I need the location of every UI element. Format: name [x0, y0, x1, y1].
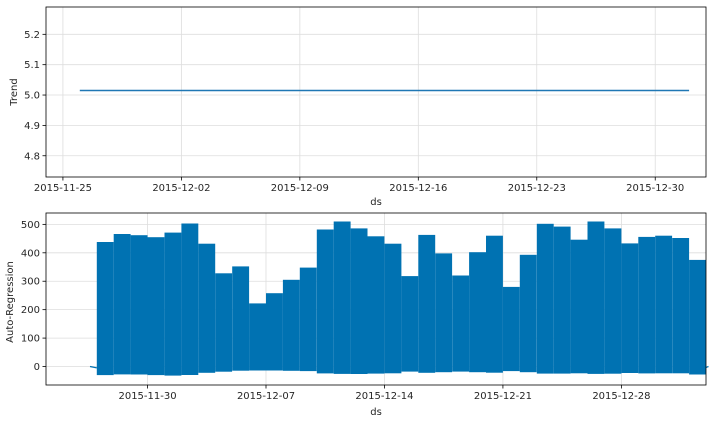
autoregression-day-block	[570, 239, 588, 374]
x-tick-label: 2015-12-28	[592, 391, 650, 402]
autoregression-day-block	[282, 279, 300, 371]
trend-plot-area	[46, 7, 706, 177]
autoregression-day-block	[672, 238, 690, 374]
y-tick-label: 5.2	[24, 30, 40, 41]
autoregression-day-block	[486, 235, 503, 373]
trend-y-axis-label: Trend	[9, 78, 20, 106]
autoregression-series	[89, 221, 709, 376]
y-tick-label: 500	[21, 220, 40, 231]
autoregression-day-block	[604, 228, 622, 374]
autoregression-day-block	[536, 223, 554, 374]
x-tick-label: 2015-12-30	[626, 183, 684, 194]
autoregression-day-block	[689, 259, 706, 375]
autoregression-day-block	[469, 252, 486, 373]
autoregression-day-block	[249, 303, 266, 371]
autoregression-day-block	[130, 235, 148, 375]
x-tick-label: 2015-12-14	[355, 391, 413, 402]
autoregression-day-block	[401, 276, 419, 372]
trend-gridlines	[46, 7, 706, 177]
y-tick-label: 300	[21, 277, 40, 288]
autoregression-y-axis-label: Auto-Regression	[5, 261, 16, 343]
y-tick-label: 5.1	[24, 60, 40, 71]
x-tick-label: 2015-11-25	[34, 183, 92, 194]
y-tick-label: 5.0	[24, 91, 40, 102]
autoregression-day-block	[164, 232, 182, 376]
autoregression-day-block	[299, 267, 317, 372]
autoregression-day-block	[198, 243, 216, 373]
autoregression-x-axis-label: ds	[370, 407, 382, 418]
autoregression-day-block	[435, 253, 453, 373]
x-tick-label: 2015-12-23	[508, 183, 566, 194]
x-tick-label: 2015-12-09	[271, 183, 329, 194]
autoregression-day-block	[215, 273, 233, 372]
autoregression-tail	[705, 365, 709, 368]
autoregression-day-block	[181, 223, 199, 375]
autoregression-day-block	[519, 254, 537, 373]
y-tick-label: 0	[34, 362, 40, 373]
trend-x-axis-label: ds	[370, 197, 382, 208]
trend-x-ticks: 2015-11-25 2015-12-02 2015-12-09 2015-12-16…	[34, 177, 684, 194]
autoregression-day-block	[113, 234, 131, 375]
autoregression-subplot: 2015-11-30 2015-12-07 2015-12-14 2015-12-21…	[5, 212, 709, 418]
autoregression-day-block	[587, 221, 605, 374]
y-tick-label: 400	[21, 248, 40, 259]
autoregression-day-block	[333, 221, 351, 374]
autoregression-day-block	[553, 226, 571, 374]
autoregression-day-block	[266, 293, 283, 371]
autoregression-day-block	[384, 243, 402, 374]
x-tick-label: 2015-12-07	[237, 391, 295, 402]
autoregression-day-block	[621, 243, 639, 373]
autoregression-day-block	[367, 236, 385, 374]
autoregression-day-block	[316, 229, 334, 374]
autoregression-plot-frame	[45, 212, 707, 386]
x-tick-label: 2015-12-02	[152, 183, 210, 194]
trend-subplot: 2015-11-25 2015-12-02 2015-12-09 2015-12-16…	[9, 6, 707, 208]
autoregression-day-block	[502, 286, 520, 372]
autoregression-day-block	[350, 228, 368, 374]
autoregression-day-block	[655, 235, 673, 374]
autoregression-x-ticks: 2015-11-30 2015-12-07 2015-12-14 2015-12-21…	[118, 385, 650, 402]
x-tick-label: 2015-12-16	[389, 183, 447, 194]
autoregression-day-block	[147, 237, 165, 376]
autoregression-day-block	[418, 234, 436, 373]
y-tick-label: 200	[21, 305, 40, 316]
y-tick-label: 4.8	[24, 151, 40, 162]
autoregression-day-block	[638, 236, 656, 374]
y-tick-label: 4.9	[24, 121, 40, 132]
autoregression-day-block	[452, 275, 470, 372]
trend-y-ticks: 4.8 4.9 5.0 5.1 5.2	[24, 30, 46, 162]
trend-plot-frame	[45, 6, 707, 178]
y-tick-label: 100	[21, 334, 40, 345]
autoregression-day-block	[96, 242, 114, 376]
x-tick-label: 2015-12-21	[474, 391, 532, 402]
autoregression-y-ticks: 0 100 200 300 400 500	[21, 220, 46, 373]
autoregression-day-block	[232, 266, 250, 371]
autoregression-lead-in	[89, 365, 97, 369]
x-tick-label: 2015-11-30	[118, 391, 176, 402]
